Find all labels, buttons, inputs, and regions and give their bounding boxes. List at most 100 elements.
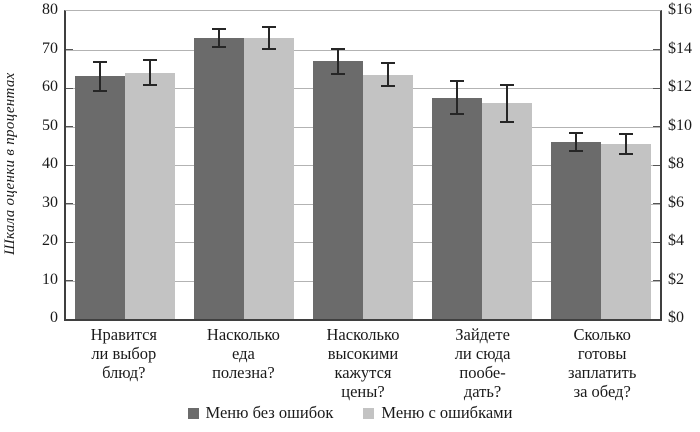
bar-slot xyxy=(194,11,245,319)
error-bar xyxy=(212,28,227,48)
error-bar-cap-bottom xyxy=(262,47,277,50)
error-bar-cap-bottom xyxy=(143,84,158,87)
error-bar xyxy=(380,61,395,88)
error-bar-stem xyxy=(505,84,508,123)
category-label-line: Зайдете xyxy=(455,325,510,344)
bar-menu-with-errors xyxy=(362,74,413,319)
left-axis-tick-label: 50 xyxy=(42,116,58,134)
category-label: Нравится ли выбор блюд? xyxy=(64,325,184,401)
error-bar-cap-bottom xyxy=(499,120,514,123)
category-label-line: Насколько xyxy=(326,325,400,344)
error-bar-stem xyxy=(149,59,152,87)
bar-slot xyxy=(75,11,126,319)
legend-item-menu-with-errors: Меню с ошибками xyxy=(363,403,512,423)
bar-slot xyxy=(125,11,176,319)
legend: Меню без ошибок Меню с ошибками xyxy=(0,403,700,423)
bar-slot xyxy=(362,11,413,319)
tick-mark xyxy=(653,241,660,243)
bar-menu-no-errors xyxy=(550,141,601,319)
left-axis-tick-label: 30 xyxy=(42,193,58,211)
bar-menu-no-errors xyxy=(194,37,245,319)
bar-slot xyxy=(481,11,532,319)
bar-slot xyxy=(550,11,601,319)
category-label-line: кажутся xyxy=(334,363,392,382)
bar-group xyxy=(422,11,541,319)
right-axis-tick-label: $6 xyxy=(668,193,684,211)
category-label: Зайдете ли сюда пообе-дать? xyxy=(423,325,543,401)
error-bar xyxy=(262,26,277,50)
category-label-line: Сколько xyxy=(573,325,631,344)
category-label-line: пообе- xyxy=(459,363,506,382)
tick-mark xyxy=(653,87,660,89)
tick-mark xyxy=(66,49,73,50)
category-labels: Нравится ли выбор блюд? Насколько еда полезна… xyxy=(64,325,662,401)
bar-menu-no-errors xyxy=(431,97,482,319)
right-axis-tick-label: $4 xyxy=(668,232,684,249)
category-label-line: полезна? xyxy=(212,363,275,382)
right-axis-tick-label: $2 xyxy=(668,270,684,288)
legend-label-menu-with-errors: Меню с ошибками xyxy=(381,403,513,422)
tick-mark xyxy=(653,280,660,281)
bar-menu-with-errors xyxy=(481,103,532,319)
right-axis-tick-label: $12 xyxy=(668,78,692,95)
category-label-line: дать? xyxy=(463,382,502,401)
bar-slot xyxy=(431,11,482,319)
error-bar-cap-bottom xyxy=(568,149,583,152)
error-bar xyxy=(618,133,633,155)
error-bar-stem xyxy=(218,28,221,48)
error-bar xyxy=(330,47,345,75)
error-bar-stem xyxy=(386,61,389,88)
bar-menu-with-errors xyxy=(244,37,295,319)
bar-menu-no-errors xyxy=(312,61,363,319)
left-axis-tick-label: 80 xyxy=(42,1,58,18)
error-bar-stem xyxy=(624,133,627,155)
category-label-line: цены? xyxy=(341,382,385,401)
error-bar xyxy=(568,132,583,152)
tick-mark xyxy=(66,203,73,204)
error-bar-stem xyxy=(574,132,577,152)
category-label-line: Насколько xyxy=(206,325,280,344)
error-bar-cap-bottom xyxy=(449,112,464,115)
category-label-line: готовы xyxy=(577,344,627,363)
plot-area xyxy=(64,10,662,321)
category-label: Насколько высокими кажутся цены? xyxy=(303,325,423,401)
right-axis-tick-label: $10 xyxy=(668,116,692,134)
left-axis-tick-label: 10 xyxy=(42,270,58,288)
category-label-line: ли выбор xyxy=(91,344,157,363)
category-label-line: блюд? xyxy=(102,363,146,382)
tick-mark xyxy=(66,87,73,89)
tick-mark xyxy=(66,126,73,127)
error-bar-cap-bottom xyxy=(330,72,345,75)
category-label-line: Нравится xyxy=(90,325,158,344)
tick-mark xyxy=(653,126,660,127)
error-bar-stem xyxy=(268,26,271,50)
bar-groups xyxy=(66,11,660,319)
category-label-line: заплатить xyxy=(567,363,637,382)
right-axis-tick-label: $14 xyxy=(668,39,692,57)
right-axis-tick-label: $0 xyxy=(668,309,684,326)
category-label-line: еда xyxy=(231,344,255,363)
bar-menu-no-errors xyxy=(75,76,126,319)
left-axis-tick-label: 0 xyxy=(50,309,58,326)
tick-mark xyxy=(653,164,660,166)
left-axis-tick-label: 40 xyxy=(42,155,58,172)
bar-group xyxy=(185,11,304,319)
tick-mark xyxy=(66,280,73,281)
right-axis-tick-label: $16 xyxy=(668,1,692,18)
legend-swatch-light xyxy=(363,407,375,419)
error-bar xyxy=(143,59,158,87)
left-axis-tick-label: 70 xyxy=(42,39,58,57)
error-bar-cap-bottom xyxy=(212,45,227,48)
bar-group xyxy=(541,11,660,319)
error-bar xyxy=(93,61,108,92)
tick-mark xyxy=(66,164,73,166)
tick-mark xyxy=(653,49,660,50)
category-label: Сколько готовы заплатить за обед? xyxy=(542,325,662,401)
gridline xyxy=(66,49,660,51)
category-label-line: ли сюда xyxy=(454,344,511,363)
bar-slot xyxy=(244,11,295,319)
bar-group xyxy=(304,11,423,319)
bar-menu-with-errors xyxy=(600,143,651,319)
legend-label-menu-no-errors: Меню без ошибок xyxy=(205,403,334,422)
legend-swatch-dark xyxy=(187,407,199,419)
